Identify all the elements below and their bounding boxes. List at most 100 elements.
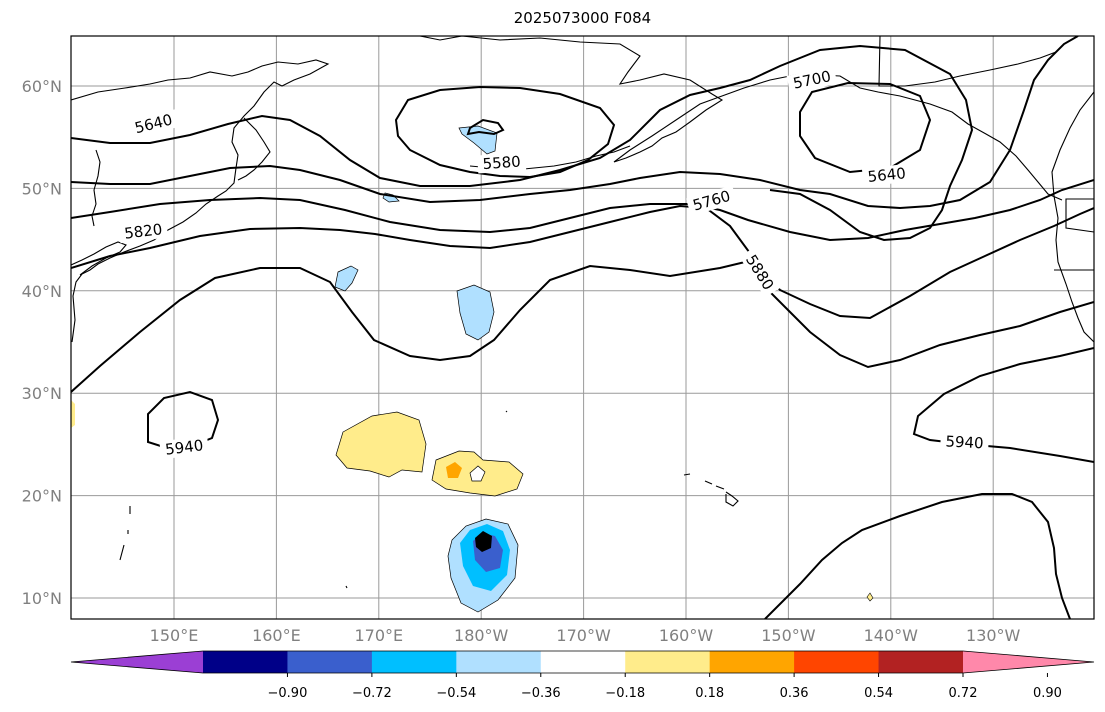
contour-label-group: 5640	[861, 163, 912, 187]
contour-label-group: 5580	[477, 152, 527, 174]
contour-label: 5640	[867, 164, 907, 186]
lon-label: 160°W	[659, 626, 714, 645]
colorbar-swatch	[709, 651, 795, 673]
colorbar-tick-label: 0.36	[780, 686, 809, 701]
us-border	[1054, 198, 1094, 271]
contour-label-group: 5880	[739, 247, 781, 298]
lon-label: 140°W	[864, 626, 919, 645]
contour-label: 5820	[123, 220, 163, 243]
colorbar-swatch	[287, 651, 373, 673]
colorbar-swatch	[625, 651, 711, 673]
contour-line	[71, 179, 1094, 242]
lon-label: 150°E	[150, 626, 199, 645]
lon-label: 160°E	[252, 626, 301, 645]
page-title: 2025073000 F084	[513, 9, 652, 27]
contour-label-bg	[128, 109, 179, 139]
coastlines	[71, 36, 1094, 589]
contour-label: 5580	[482, 152, 521, 173]
lon-label: 130°W	[966, 626, 1021, 645]
colorbar-extend-low	[71, 651, 203, 673]
anomaly-patch	[456, 284, 495, 341]
anomaly-patch	[469, 465, 486, 482]
contour-label-bg	[861, 163, 912, 187]
lat-label: 30°N	[22, 384, 62, 403]
colorbar-swatch	[203, 651, 288, 673]
lat-label: 10°N	[22, 589, 62, 608]
colorbar-tick-label: 0.90	[1033, 686, 1062, 701]
coastline-north-america	[1051, 91, 1094, 343]
lon-label: 180°W	[454, 626, 509, 645]
colorbar-extend-high	[963, 651, 1094, 673]
contour-label: 5640	[133, 111, 174, 138]
anomaly-patch	[866, 592, 874, 602]
lat-label: 50°N	[22, 179, 62, 198]
coastline-asia	[71, 59, 330, 343]
map-frame	[70, 35, 1095, 620]
latitude-labels: 60°N 50°N 40°N 30°N 20°N 10°N	[22, 77, 62, 608]
contour-line	[912, 347, 1094, 463]
contour-line	[71, 36, 1079, 210]
coastline-kamchatka-east	[237, 117, 271, 181]
coastline-islands	[119, 410, 508, 589]
coastline-hawaii	[683, 473, 739, 507]
coastline-alaska-north	[878, 36, 1057, 87]
contour-line	[764, 493, 1071, 619]
contour-label-bg	[477, 152, 527, 174]
contour-label: 5940	[164, 436, 204, 459]
contour-line	[466, 118, 505, 136]
gridlines	[71, 36, 1094, 619]
contour-line	[71, 204, 1094, 320]
anomaly-patch	[71, 400, 75, 428]
contour-line	[71, 44, 974, 242]
lon-label: 150°W	[761, 626, 816, 645]
anomaly-shading	[71, 125, 874, 613]
anomaly-patch	[334, 265, 359, 292]
colorbar-swatch	[371, 651, 457, 673]
colorbar-tick-label: −0.72	[352, 686, 392, 701]
lat-label: 20°N	[22, 487, 62, 506]
contour-label: 5760	[691, 187, 733, 215]
colorbar-tick-label: 0.54	[864, 686, 893, 701]
contour-label-group: 5940	[940, 432, 989, 453]
contour-label: 5940	[945, 432, 984, 452]
contour-label-bg	[686, 185, 738, 216]
colorbar-tick-label: −0.36	[521, 686, 561, 701]
coastline-sakhalin	[91, 149, 101, 227]
colorbar-outline	[70, 650, 1095, 674]
contour-line	[394, 85, 616, 179]
longitude-labels: 150°E 160°E 170°E 180°W 170°W 160°W 150°W 140°W…	[150, 626, 1021, 645]
lon-label: 170°W	[556, 626, 611, 645]
anomaly-patch	[475, 531, 492, 552]
contour-label-group: 5820	[118, 219, 169, 244]
anomaly-patch	[458, 125, 498, 155]
colorbar-tick-label: −0.54	[436, 686, 476, 701]
contour-label-group: 5700	[786, 66, 838, 94]
contour-label-bg	[159, 435, 210, 460]
lat-label: 60°N	[22, 77, 62, 96]
contour-label-group: 5940	[159, 435, 210, 460]
coastline-alaska	[419, 36, 1063, 201]
colorbar-tick-label: −0.18	[605, 686, 645, 701]
contour-label-bg	[118, 219, 169, 244]
colorbar-tick-label: 0.18	[695, 686, 724, 701]
lon-label: 170°E	[354, 626, 403, 645]
colorbar-swatch	[878, 651, 964, 673]
anomaly-patch	[335, 411, 427, 478]
colorbar-tick-label: 0.72	[949, 686, 978, 701]
contour-label-bg	[786, 66, 838, 94]
contour-line	[799, 81, 932, 174]
contour-line	[71, 260, 1094, 393]
lat-label: 40°N	[22, 282, 62, 301]
colorbar: −0.90 −0.72 −0.54 −0.36 −0.18 0.18 0.36 0.54 0.7…	[70, 650, 1095, 701]
anomaly-patch	[446, 462, 462, 478]
colorbar-swatch	[794, 651, 880, 673]
colorbar-swatch	[456, 651, 542, 673]
contour-label: 5880	[742, 251, 778, 293]
contour-label-bg	[739, 247, 781, 298]
contour-label-group: 5640	[128, 109, 179, 139]
contour-labels: 5700 5640 5580 5640 5760 5820 5880 5940 5940	[118, 66, 989, 460]
colorbar-tick-label: −0.90	[268, 686, 308, 701]
height-contours	[71, 36, 1094, 619]
contour-label-bg	[940, 432, 989, 453]
